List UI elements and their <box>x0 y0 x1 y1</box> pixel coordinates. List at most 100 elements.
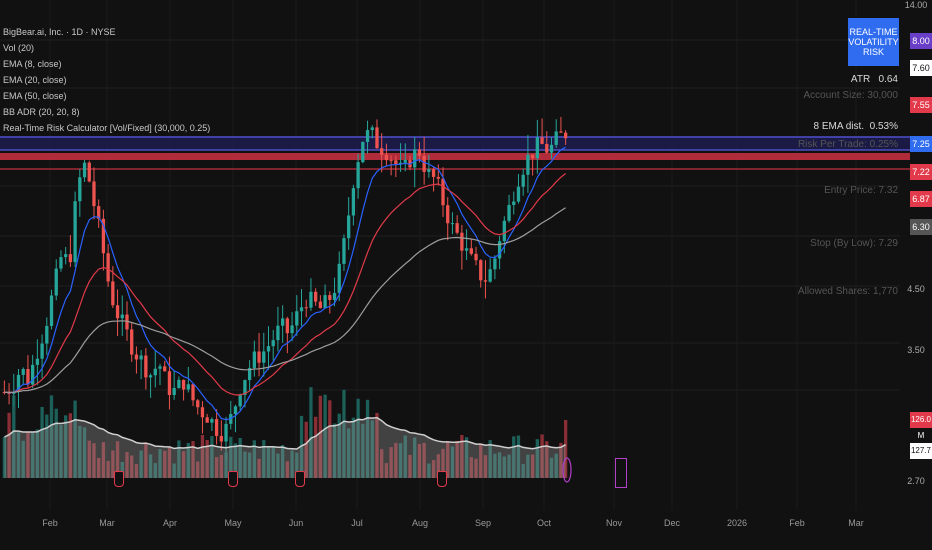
candle-body <box>233 406 238 415</box>
candle-body <box>563 132 568 139</box>
candle-body <box>422 155 426 172</box>
future-event-marker-icon[interactable] <box>615 458 627 488</box>
volume-bar <box>394 442 398 478</box>
volume-bar <box>172 463 176 478</box>
legend-ema20[interactable]: EMA (20, close) <box>3 75 67 85</box>
candle-body <box>375 127 379 149</box>
volume-bar <box>502 456 506 478</box>
volume-bar <box>431 460 436 478</box>
price-badge: 7.55 <box>910 97 932 113</box>
volume-bar <box>280 445 285 478</box>
volume-bar <box>328 400 332 478</box>
volume-bar <box>205 440 209 478</box>
volume-bar <box>120 461 124 478</box>
candle-body <box>342 238 346 264</box>
price-tick: 14.00 <box>904 0 928 10</box>
earnings-flag-icon[interactable] <box>228 471 238 487</box>
volume-bar <box>219 454 223 478</box>
candle-body <box>398 162 403 165</box>
volume-bar <box>318 395 323 478</box>
time-tick: Feb <box>789 518 805 528</box>
legend-risk-calculator[interactable]: Real-Time Risk Calculator [Vol/Fixed] (3… <box>3 123 211 133</box>
volume-bar <box>82 427 87 478</box>
volume-bar <box>563 420 568 478</box>
volume-bar <box>403 435 407 478</box>
volume-bar <box>191 441 195 478</box>
candle-body <box>111 281 115 306</box>
candle-body <box>314 291 318 302</box>
candle-body <box>384 154 389 161</box>
candle-body <box>148 375 153 378</box>
volume-bar <box>92 443 96 478</box>
volume-bar <box>323 394 327 478</box>
time-tick: Oct <box>536 518 552 528</box>
volume-bar <box>285 461 290 478</box>
candle-body <box>337 263 341 293</box>
candle-body <box>545 143 549 153</box>
volume-bar <box>380 449 384 478</box>
volume-bar <box>134 463 139 478</box>
volume-bar <box>243 451 247 478</box>
volume-bar <box>200 435 205 478</box>
volume-bar <box>526 454 530 478</box>
indicator-legend: BigBear.ai, Inc. · 1D · NYSE Vol (20) EM… <box>3 24 210 136</box>
candle-body <box>21 368 25 375</box>
legend-vol[interactable]: Vol (20) <box>3 43 35 53</box>
legend-ema8[interactable]: EMA (8, close) <box>3 59 62 69</box>
candle-body <box>483 280 488 282</box>
current-volume-marker <box>562 457 572 483</box>
candle-body <box>464 248 469 251</box>
volume-bar <box>40 406 44 478</box>
price-badge: 7.25 <box>910 136 932 152</box>
candle-body <box>16 374 21 392</box>
time-tick: Jun <box>288 518 304 528</box>
candle-body <box>290 325 294 334</box>
volume-bar <box>73 400 77 478</box>
earnings-flag-icon[interactable] <box>114 471 124 487</box>
candle-body <box>45 325 49 344</box>
candle-body <box>502 220 506 242</box>
volume-bar <box>295 452 299 478</box>
volume-bar <box>31 432 35 478</box>
candle-body <box>172 387 176 395</box>
volume-bar <box>252 440 256 478</box>
volume-bar <box>115 441 120 478</box>
volume-bar <box>148 454 153 478</box>
candle-body <box>365 130 370 142</box>
volume-bar <box>139 450 143 478</box>
legend-bbadr[interactable]: BB ADR (20, 20, 8) <box>3 107 80 117</box>
earnings-flag-icon[interactable] <box>437 471 447 487</box>
earnings-flag-icon[interactable] <box>295 471 305 487</box>
volume-bar <box>158 449 162 478</box>
candle-body <box>115 305 120 319</box>
candle-body <box>549 144 554 153</box>
volume-bar <box>276 453 280 478</box>
risk-per-trade: Risk Per Trade: 0.25% <box>797 139 898 150</box>
candle-body <box>219 435 223 442</box>
candle-body <box>351 188 356 216</box>
legend-ema50[interactable]: EMA (50, close) <box>3 91 67 101</box>
ema20-line <box>4 173 566 396</box>
volume-bar <box>271 446 275 478</box>
candle-body <box>224 423 228 442</box>
volume-bar <box>545 441 549 478</box>
time-tick: Mar <box>99 518 115 528</box>
candle-body <box>493 258 497 270</box>
volume-bar <box>106 460 110 478</box>
price-badge: 6.30 <box>910 219 932 235</box>
candle-body <box>304 307 308 309</box>
volume-bar <box>375 412 379 478</box>
volume-bar <box>361 423 365 478</box>
volume-bar <box>21 440 25 478</box>
legend-symbol[interactable]: BigBear.ai, Inc. · 1D · NYSE <box>3 27 116 37</box>
volume-bar <box>64 415 68 478</box>
candle-body <box>285 318 290 334</box>
candle-body <box>436 176 440 179</box>
volume-bar <box>559 442 563 478</box>
candle-body <box>417 149 422 156</box>
candle-body <box>455 223 459 233</box>
volume-bar <box>238 437 242 478</box>
volume-bar <box>521 463 525 478</box>
candle-body <box>469 248 473 254</box>
